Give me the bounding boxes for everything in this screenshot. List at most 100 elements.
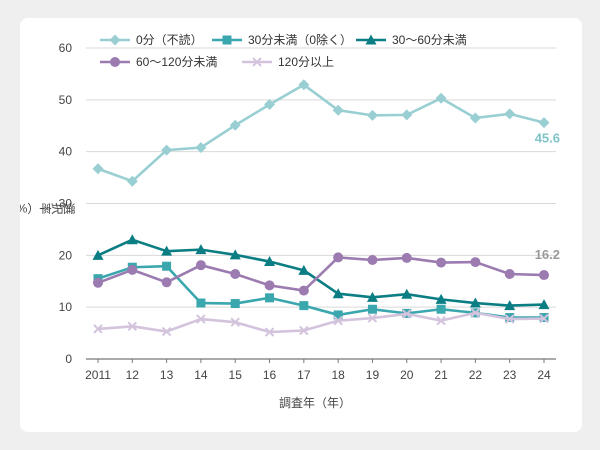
data-point bbox=[195, 260, 206, 271]
y-tick-label: 40 bbox=[59, 145, 73, 159]
data-point bbox=[333, 315, 343, 326]
series-line bbox=[97, 264, 544, 319]
data-point bbox=[161, 245, 173, 256]
data-point bbox=[230, 317, 240, 327]
data-point bbox=[505, 313, 515, 323]
x-tick-label: 20 bbox=[400, 368, 414, 382]
data-point bbox=[127, 264, 138, 275]
line-chart: 0 10 20 30 40 50 60 2011 12 13 14 15 16 17 18 19 20 21 22… bbox=[20, 32, 560, 410]
data-point bbox=[367, 313, 378, 323]
data-point bbox=[367, 254, 378, 265]
data-point bbox=[196, 298, 206, 308]
data-point bbox=[332, 104, 344, 116]
data-point bbox=[504, 268, 515, 279]
y-tick-label: 10 bbox=[59, 300, 73, 314]
data-point bbox=[264, 256, 276, 267]
legend-label: 60～120分未満 bbox=[136, 55, 217, 69]
series-line bbox=[97, 256, 545, 292]
x-tick-label: 19 bbox=[366, 368, 380, 382]
legend-marker bbox=[109, 34, 121, 46]
data-point bbox=[298, 285, 309, 296]
legend-item: 30～60分未満 bbox=[356, 33, 467, 47]
legend-item: 60～120分未満 bbox=[100, 55, 217, 69]
data-point bbox=[402, 309, 412, 319]
data-point bbox=[436, 304, 446, 314]
x-tick-label: 13 bbox=[160, 368, 174, 382]
series-3 bbox=[93, 252, 549, 296]
data-point bbox=[126, 234, 138, 245]
y-tick-label: 30 bbox=[59, 197, 73, 211]
data-point bbox=[504, 300, 516, 311]
series-2 bbox=[92, 234, 550, 311]
x-tick-label: 21 bbox=[434, 368, 448, 382]
y-tick-label: 20 bbox=[59, 248, 73, 262]
series-line bbox=[97, 83, 545, 183]
data-point bbox=[504, 108, 516, 120]
data-point bbox=[538, 117, 550, 129]
legend-item: 120分以上 bbox=[242, 55, 334, 69]
data-point bbox=[299, 301, 309, 311]
end-value-label: 45.6 bbox=[535, 131, 560, 146]
data-point bbox=[195, 142, 207, 154]
grid-lines bbox=[86, 47, 556, 360]
x-tick-label: 15 bbox=[229, 368, 243, 382]
data-point bbox=[92, 249, 104, 260]
data-point bbox=[196, 314, 206, 324]
data-point bbox=[265, 293, 275, 303]
data-point bbox=[162, 261, 172, 271]
annotations: 45.6 16.2 bbox=[535, 131, 560, 262]
chart-card: 0 10 20 30 40 50 60 2011 12 13 14 15 16 17 18 19 20 21 22… bbox=[20, 18, 582, 432]
series-4 bbox=[93, 308, 549, 337]
data-point bbox=[229, 249, 241, 260]
y-tick-label: 60 bbox=[59, 41, 73, 55]
series-0 bbox=[92, 79, 550, 187]
x-tick-label: 16 bbox=[263, 368, 277, 382]
legend-marker bbox=[222, 35, 232, 45]
data-point bbox=[229, 119, 241, 131]
y-tick-labels: 0 10 20 30 40 50 60 bbox=[59, 41, 73, 366]
x-axis-label: 調査年（年） bbox=[279, 396, 351, 410]
data-point bbox=[93, 277, 103, 288]
data-point bbox=[333, 310, 343, 320]
data-point bbox=[126, 175, 138, 187]
data-point bbox=[470, 308, 481, 318]
data-point bbox=[401, 288, 413, 299]
series-line bbox=[97, 311, 545, 334]
x-tick-label: 2011 bbox=[85, 368, 111, 382]
legend-item: 0分（不読） bbox=[100, 32, 203, 47]
data-point bbox=[298, 79, 310, 91]
legend-label: 30～60分未満 bbox=[392, 33, 467, 47]
data-point bbox=[127, 321, 138, 332]
x-tick-label: 17 bbox=[297, 368, 311, 382]
data-point bbox=[92, 163, 104, 175]
data-point bbox=[538, 299, 550, 310]
data-point bbox=[230, 299, 240, 309]
data-point bbox=[264, 98, 276, 110]
y-axis-label: 選択率（%） bbox=[20, 201, 76, 215]
legend-item: 30分未満（0除く） bbox=[212, 32, 352, 47]
x-tick-label: 22 bbox=[469, 368, 483, 382]
data-point bbox=[161, 277, 172, 288]
x-tick-labels: 2011 12 13 14 15 16 17 18 19 20 21 22 23 24 bbox=[85, 359, 551, 382]
data-point bbox=[161, 326, 172, 337]
data-point bbox=[436, 315, 446, 326]
series-line bbox=[97, 238, 545, 307]
data-point bbox=[401, 252, 412, 263]
x-tick-label: 14 bbox=[194, 368, 208, 382]
data-point bbox=[539, 313, 549, 324]
data-point bbox=[161, 144, 173, 156]
data-point bbox=[401, 109, 413, 121]
data-point bbox=[298, 264, 310, 275]
y-tick-label: 0 bbox=[65, 352, 72, 366]
end-value-label: 16.2 bbox=[535, 247, 560, 262]
data-point bbox=[367, 304, 377, 314]
data-point bbox=[469, 297, 481, 308]
data-point bbox=[504, 314, 515, 324]
legend-label: 0分（不読） bbox=[136, 32, 203, 47]
data-point bbox=[470, 257, 481, 268]
data-point bbox=[539, 270, 549, 281]
series-layer bbox=[92, 79, 550, 337]
data-point bbox=[299, 325, 309, 336]
data-point bbox=[332, 288, 344, 299]
data-point bbox=[436, 257, 447, 268]
